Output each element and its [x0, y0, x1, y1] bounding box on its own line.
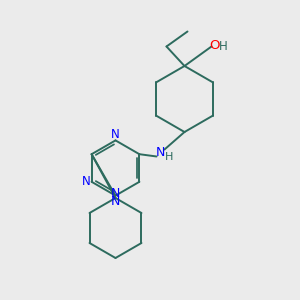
Text: N: N — [111, 128, 120, 142]
Text: O: O — [209, 39, 220, 52]
Text: N: N — [111, 187, 120, 200]
Text: N: N — [156, 146, 165, 160]
Text: H: H — [165, 152, 174, 162]
Text: H: H — [219, 40, 228, 53]
Text: N: N — [111, 195, 120, 208]
Text: N: N — [82, 175, 91, 188]
